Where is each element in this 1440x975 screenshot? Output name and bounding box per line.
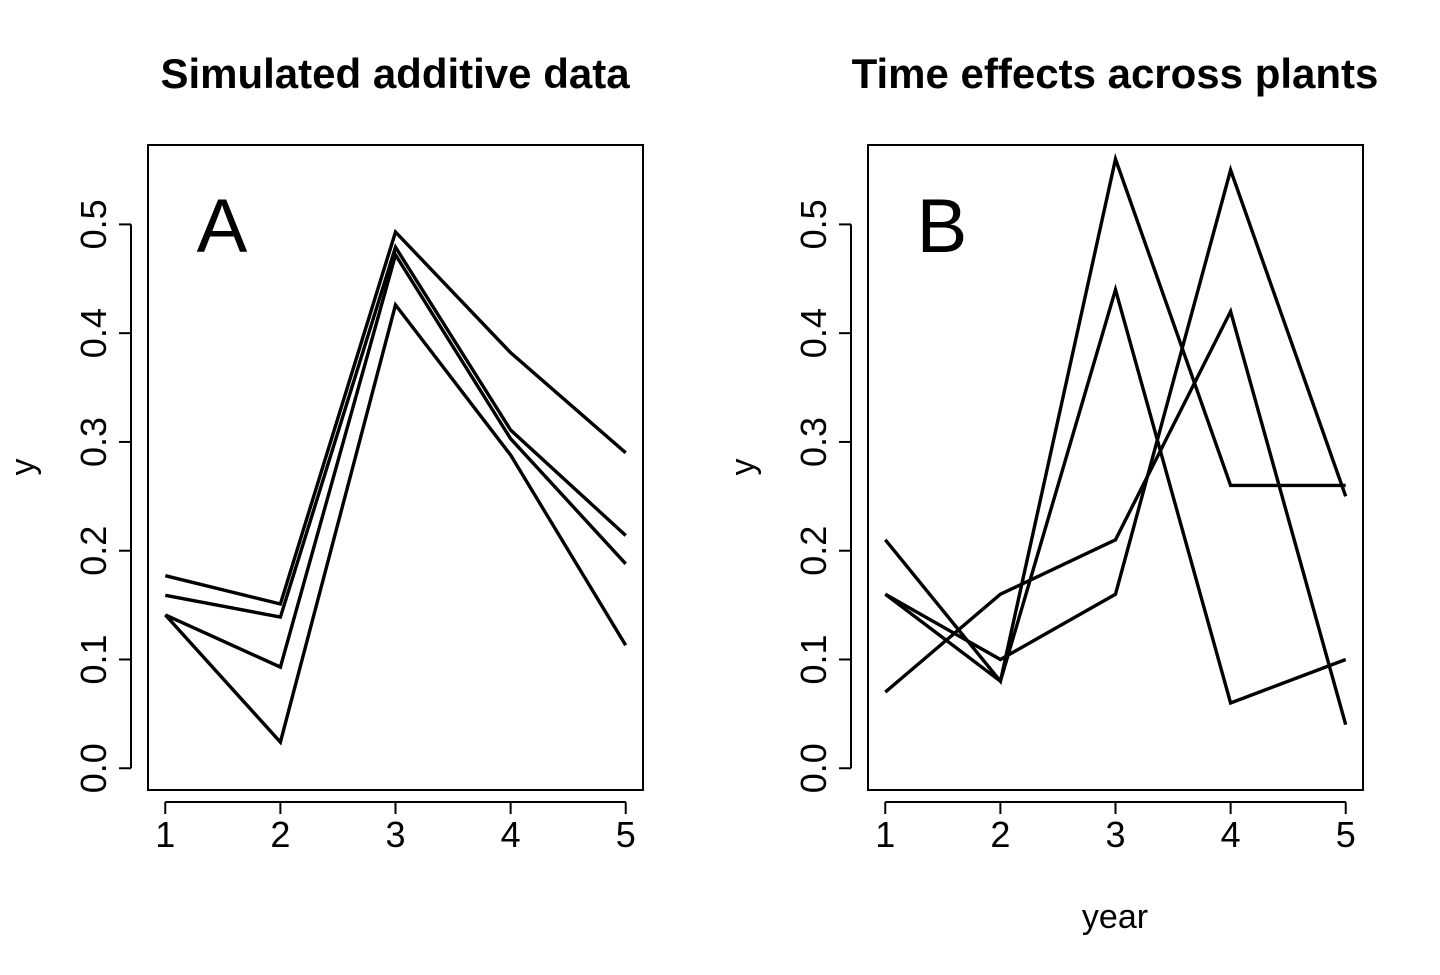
x-tick-label: 1 [155, 814, 175, 855]
series-line-4 [164, 301, 628, 746]
series-line-2 [884, 283, 1347, 706]
x-tick-label: 5 [1336, 814, 1356, 855]
y-tick-label: 0.0 [793, 743, 834, 793]
y-tick-label: 0.5 [73, 199, 114, 249]
x-tick-label: 4 [501, 814, 521, 855]
x-axis-label: year [1082, 898, 1148, 936]
plot-frame [867, 144, 1364, 791]
y-axis-label: y [724, 459, 762, 476]
chart-title: Time effects across plants [852, 50, 1379, 97]
series-line-3 [884, 306, 1348, 726]
y-tick-label: 0.1 [73, 634, 114, 684]
x-tick-label: 5 [616, 814, 636, 855]
y-tick-label: 0.0 [73, 743, 114, 793]
y-tick-label: 0.4 [793, 308, 834, 358]
series-line-1 [164, 228, 627, 607]
chart-title: Simulated additive data [160, 50, 630, 97]
series-line-1 [883, 152, 1346, 686]
x-tick-label: 2 [990, 814, 1010, 855]
series-line-3 [164, 250, 627, 670]
y-tick-label: 0.2 [73, 526, 114, 576]
panel-a: Simulated additive data A y 1 2 3 4 5 0.0 0.1 0… [4, 50, 644, 855]
y-tick-label: 0.3 [73, 417, 114, 467]
y-tick-label: 0.2 [793, 526, 834, 576]
series-line-4 [884, 164, 1348, 662]
panel-label: A [197, 184, 248, 269]
y-tick-label: 0.1 [793, 634, 834, 684]
plot-frame [147, 144, 644, 791]
x-tick-label: 1 [875, 814, 895, 855]
x-tick-label: 3 [1105, 814, 1125, 855]
series-line-2 [164, 243, 627, 620]
y-tick-label: 0.5 [793, 199, 834, 249]
y-axis-label: y [4, 459, 42, 476]
x-tick-label: 4 [1221, 814, 1241, 855]
y-tick-label: 0.3 [793, 417, 834, 467]
panel-label: B [917, 184, 968, 269]
y-tick-label: 0.4 [73, 308, 114, 358]
x-tick-label: 2 [270, 814, 290, 855]
panel-b: Time effects across plants B y year 1 2 3 4… [724, 50, 1378, 936]
x-tick-label: 3 [385, 814, 405, 855]
